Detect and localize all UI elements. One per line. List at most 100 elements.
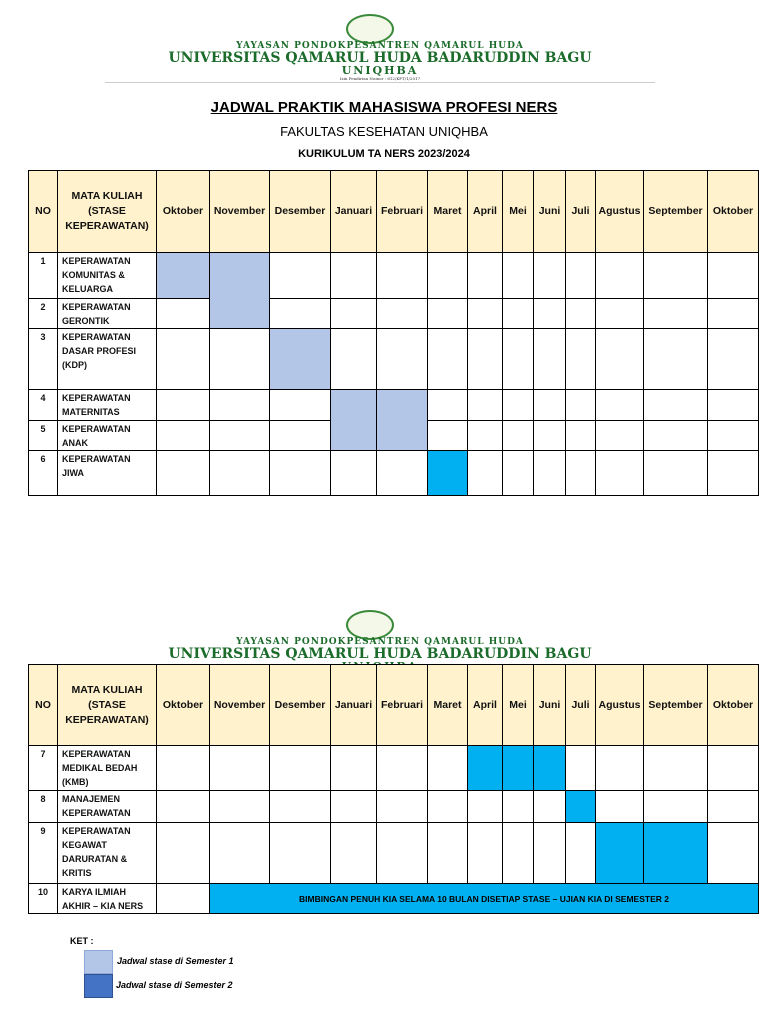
course-name: KEPERAWATAN JIWA [57, 450, 157, 496]
row-number: 4 [28, 389, 58, 421]
header-februari: Februari [376, 664, 428, 746]
schedule-fill-semester-2 [427, 450, 468, 496]
course-name: KEPERAWATAN KOMUNITAS & KELUARGA [57, 252, 157, 299]
month-cell [156, 328, 210, 390]
header-november: November [209, 664, 270, 746]
schedule-fill-semester-2 [533, 745, 566, 791]
month-cell [595, 745, 644, 791]
month-cell [209, 420, 270, 451]
header-maret: Maret [427, 170, 468, 253]
month-cell [533, 790, 566, 823]
course-name: KEPERAWATAN GERONTIK [57, 298, 157, 329]
header-juli: Juli [565, 664, 596, 746]
month-cell [427, 298, 468, 329]
month-cell [595, 389, 644, 421]
foundation-name: YAYASAN PONDOKPESANTREN QAMARUL HUDA [236, 41, 524, 51]
month-cell [502, 389, 534, 421]
month-cell [707, 745, 759, 791]
header-oktober: Oktober [707, 664, 759, 746]
month-cell [156, 745, 210, 791]
month-cell [269, 298, 331, 329]
header-juni: Juni [533, 170, 566, 253]
header-april: April [467, 170, 503, 253]
month-cell [209, 822, 270, 884]
month-cell [209, 389, 270, 421]
month-cell [707, 298, 759, 329]
month-cell [502, 328, 534, 390]
header-januari: Januari [330, 170, 377, 253]
month-cell [643, 790, 708, 823]
month-cell [376, 790, 428, 823]
month-cell [595, 298, 644, 329]
month-cell [427, 328, 468, 390]
month-cell [269, 420, 331, 451]
month-cell [269, 252, 331, 299]
row-number: 10 [28, 883, 58, 914]
month-cell [643, 252, 708, 299]
month-cell [533, 328, 566, 390]
month-cell [502, 822, 534, 884]
header-februari: Februari [376, 170, 428, 253]
legend-swatch-semester-2 [84, 974, 113, 998]
month-cell [467, 252, 503, 299]
month-cell [502, 252, 534, 299]
month-cell [467, 450, 503, 496]
university-name: UNIVERSITAS QAMARUL HUDA BADARUDDIN BAGU [168, 50, 592, 66]
month-cell [330, 298, 377, 329]
header-mata-kuliah-stase-keperawatan-: MATA KULIAH (STASE KEPERAWATAN) [57, 664, 157, 746]
month-cell [209, 745, 270, 791]
month-cell [533, 822, 566, 884]
header-agustus: Agustus [595, 170, 644, 253]
month-cell [533, 389, 566, 421]
month-cell [707, 822, 759, 884]
faculty-subtitle: FAKULTAS KESEHATAN UNIQHBA [280, 124, 488, 139]
month-cell [502, 420, 534, 451]
schedule-fill-semester-1 [376, 389, 428, 451]
schedule-fill-semester-2 [595, 822, 644, 884]
row-number: 7 [28, 745, 58, 791]
month-cell [707, 252, 759, 299]
header-januari: Januari [330, 664, 377, 746]
course-name: KARYA ILMIAH AKHIR – KIA NERS [57, 883, 157, 914]
kia-banner: BIMBINGAN PENUH KIA SELAMA 10 BULAN DISE… [209, 883, 759, 914]
permit-number: Izin Pendirian Nomor : 612/KPT/1/2017 [339, 76, 421, 81]
schedule-fill-semester-1 [156, 252, 210, 299]
header-oktober: Oktober [156, 170, 210, 253]
month-cell [330, 450, 377, 496]
month-cell [595, 790, 644, 823]
month-cell [156, 822, 210, 884]
month-cell [269, 790, 331, 823]
month-cell [269, 389, 331, 421]
row-number: 5 [28, 420, 58, 451]
month-cell [209, 328, 270, 390]
divider [105, 82, 655, 83]
month-cell [533, 252, 566, 299]
month-cell [502, 298, 534, 329]
header-september: September [643, 664, 708, 746]
month-cell [643, 328, 708, 390]
header-agustus: Agustus [595, 664, 644, 746]
header-mei: Mei [502, 664, 534, 746]
month-cell [209, 790, 270, 823]
month-cell [330, 328, 377, 390]
header-september: September [643, 170, 708, 253]
month-cell [533, 420, 566, 451]
month-cell [156, 790, 210, 823]
month-cell [376, 298, 428, 329]
university-logo [346, 610, 394, 640]
schedule-fill-semester-1 [330, 389, 377, 451]
month-cell [565, 745, 596, 791]
month-cell [595, 252, 644, 299]
university-name: UNIVERSITAS QAMARUL HUDA BADARUDDIN BAGU [168, 646, 592, 662]
course-name: KEPERAWATAN KEGAWAT DARURATAN & KRITIS [57, 822, 157, 884]
month-cell [156, 420, 210, 451]
month-cell [427, 252, 468, 299]
header-mata-kuliah-stase-keperawatan-: MATA KULIAH (STASE KEPERAWATAN) [57, 170, 157, 253]
month-cell [467, 298, 503, 329]
month-cell [376, 450, 428, 496]
month-cell [707, 328, 759, 390]
curriculum-label: KURIKULUM TA NERS 2023/2024 [298, 148, 470, 160]
course-name: KEPERAWATAN ANAK [57, 420, 157, 451]
month-cell [595, 420, 644, 451]
schedule-fill-semester-2 [565, 790, 596, 823]
